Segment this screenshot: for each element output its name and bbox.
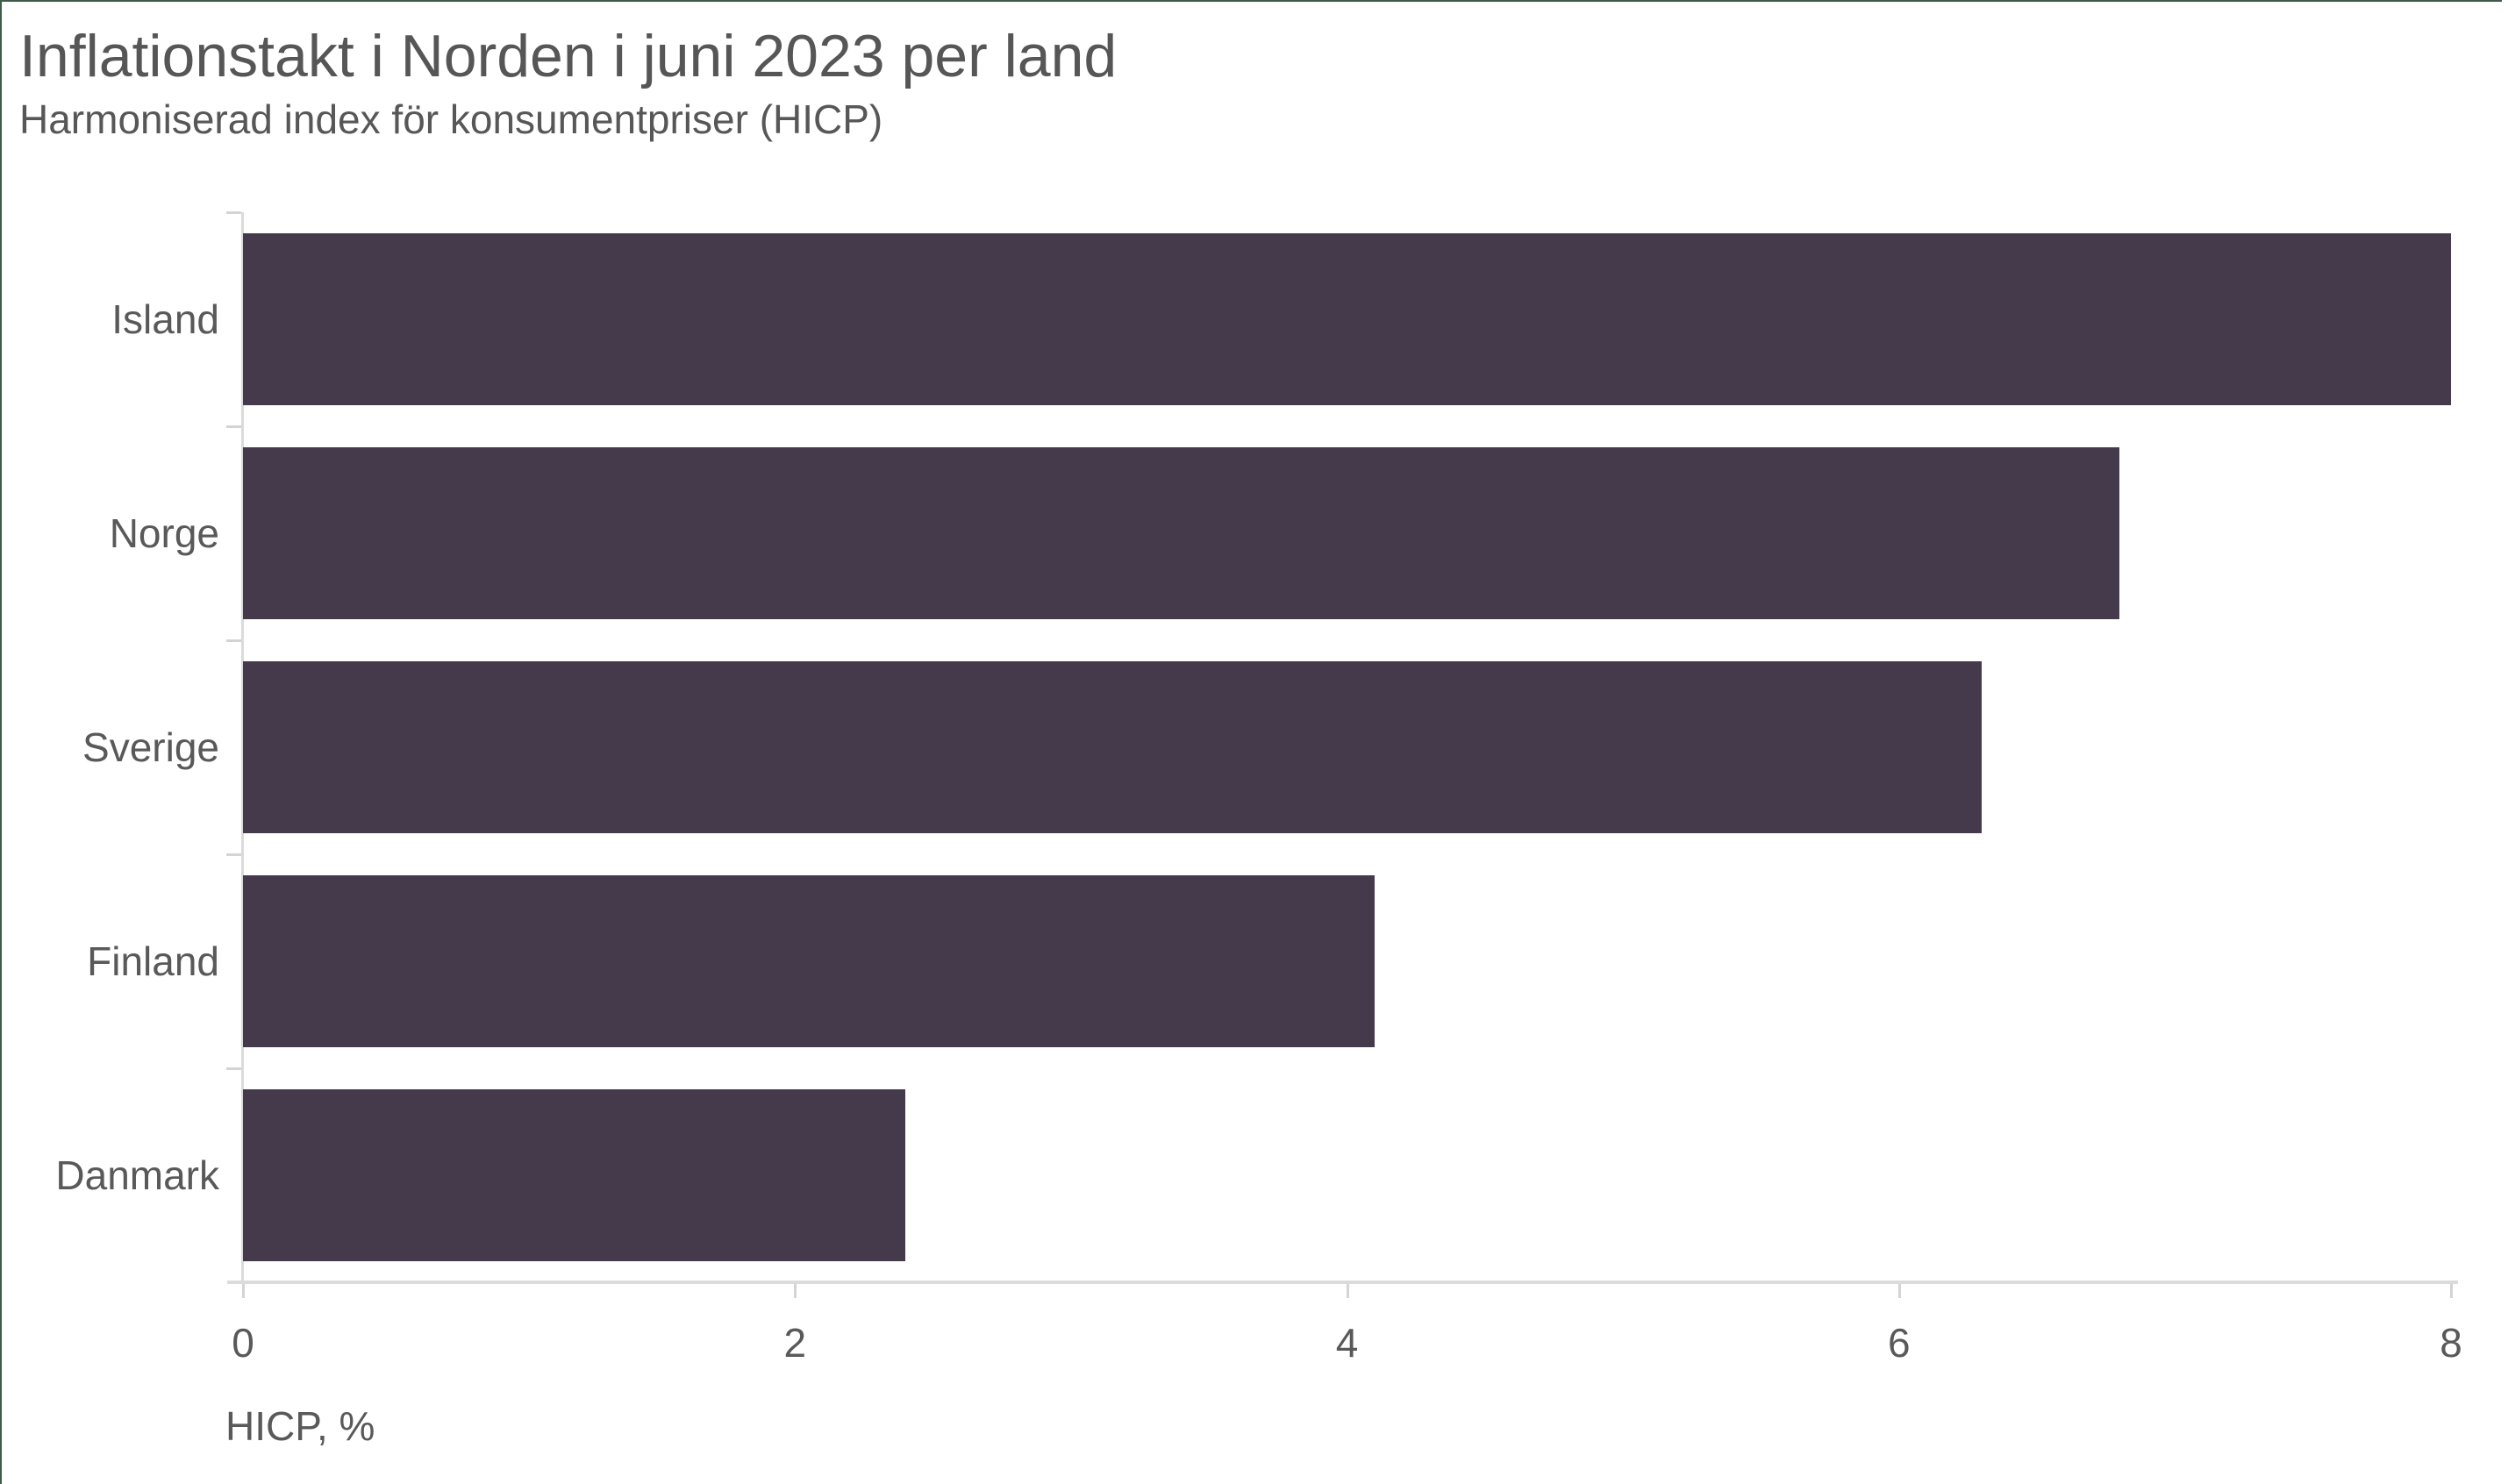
y-axis-tick — [226, 425, 241, 428]
chart-title: Inflationstakt i Norden i juni 2023 per … — [19, 23, 1118, 89]
x-axis-tick — [1897, 1284, 1901, 1298]
y-axis-tick — [226, 853, 241, 856]
x-tick-label: 0 — [232, 1320, 254, 1366]
category-label-norge: Norge — [109, 510, 219, 556]
y-axis-tick — [226, 211, 241, 214]
bar-danmark — [243, 1089, 906, 1261]
window-top-edge — [0, 0, 2502, 2]
x-axis-tick — [242, 1284, 245, 1298]
x-tick-label: 2 — [783, 1320, 807, 1366]
x-axis-line — [227, 1281, 2458, 1284]
bar-finland — [243, 875, 1375, 1047]
x-axis-tick — [2450, 1284, 2453, 1298]
x-tick-label: 4 — [1335, 1320, 1359, 1366]
x-tick-label: 6 — [1887, 1320, 1911, 1366]
bar-island — [243, 233, 2451, 405]
x-axis-tick — [794, 1284, 797, 1298]
x-tick-label: 8 — [2440, 1320, 2462, 1366]
x-axis-label: HICP, % — [225, 1403, 375, 1449]
x-axis-tick — [1346, 1284, 1349, 1298]
bar-sverige — [243, 661, 1983, 833]
category-label-island: Island — [111, 296, 219, 342]
y-axis-line — [241, 212, 244, 1282]
y-axis-tick — [226, 1067, 241, 1070]
window-left-edge — [0, 0, 2, 1484]
y-axis-tick — [226, 639, 241, 642]
category-label-danmark: Danmark — [55, 1152, 219, 1198]
chart-subtitle: Harmoniserad index för konsumentpriser (… — [19, 96, 883, 142]
bar-norge — [243, 447, 2120, 619]
category-label-finland: Finland — [87, 938, 219, 984]
category-label-sverige: Sverige — [82, 724, 219, 770]
